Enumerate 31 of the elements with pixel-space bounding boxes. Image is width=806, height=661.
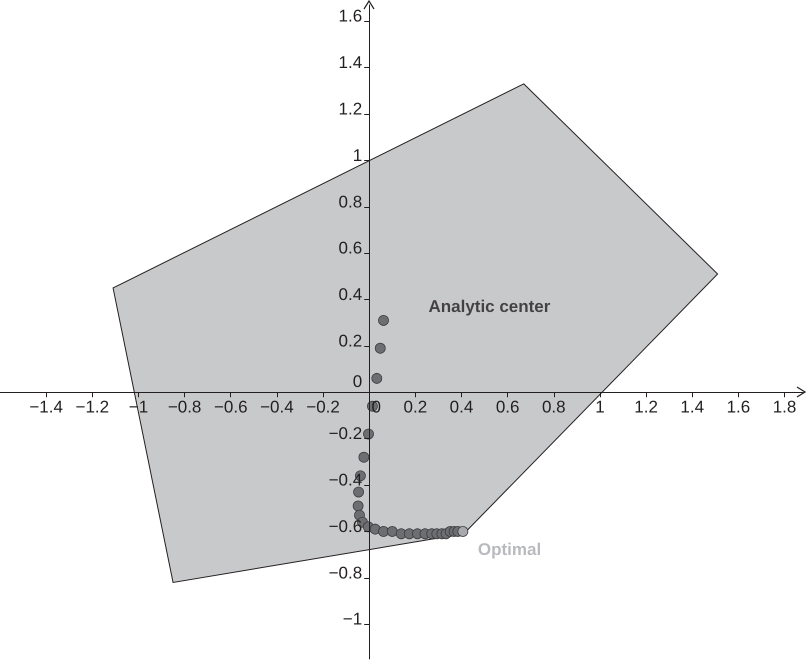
x-tick-label: 0.2 bbox=[404, 397, 428, 416]
y-tick-label: −1 bbox=[342, 610, 362, 629]
x-tick-label: 1 bbox=[595, 397, 605, 416]
y-tick-label: −0.2 bbox=[328, 424, 362, 444]
x-tick-label: 0.8 bbox=[542, 397, 566, 416]
x-tick-label: −0.4 bbox=[260, 397, 294, 416]
y-tick-label: −0.4 bbox=[328, 470, 362, 490]
y-tick-label: 0.2 bbox=[338, 331, 362, 350]
x-tick-label: −0.2 bbox=[306, 397, 340, 416]
x-tick-label: 0.4 bbox=[450, 397, 474, 416]
x-tick-label: 1.8 bbox=[772, 397, 796, 416]
x-tick-label: 1.6 bbox=[726, 397, 750, 416]
annotation: Analytic center bbox=[428, 296, 551, 316]
annotation: Optimal bbox=[478, 540, 542, 559]
x-tick-label: −1.4 bbox=[29, 397, 63, 416]
y-tick-label: 1.6 bbox=[338, 6, 362, 26]
x-tick-label: −1.2 bbox=[76, 397, 110, 416]
y-tick-label: 1.4 bbox=[338, 53, 362, 72]
x-tick-label: 1.2 bbox=[634, 397, 658, 416]
x-tick-label: 0.6 bbox=[496, 397, 520, 416]
x-tick-label: −0.6 bbox=[214, 397, 248, 416]
y-tick-label: 0.6 bbox=[338, 238, 362, 258]
x-tick-label: −0.8 bbox=[168, 397, 202, 416]
y-tick-label: 0 bbox=[352, 372, 362, 391]
y-tick-label: −0.8 bbox=[328, 563, 362, 582]
y-tick-label: −0.6 bbox=[328, 516, 362, 536]
x-tick-label: 1.4 bbox=[680, 397, 704, 416]
y-tick-label: 0.4 bbox=[338, 285, 362, 304]
y-tick-label: 0.8 bbox=[338, 192, 362, 212]
y-tick-label: 1 bbox=[352, 146, 362, 165]
y-tick-label: 1.2 bbox=[338, 100, 362, 118]
